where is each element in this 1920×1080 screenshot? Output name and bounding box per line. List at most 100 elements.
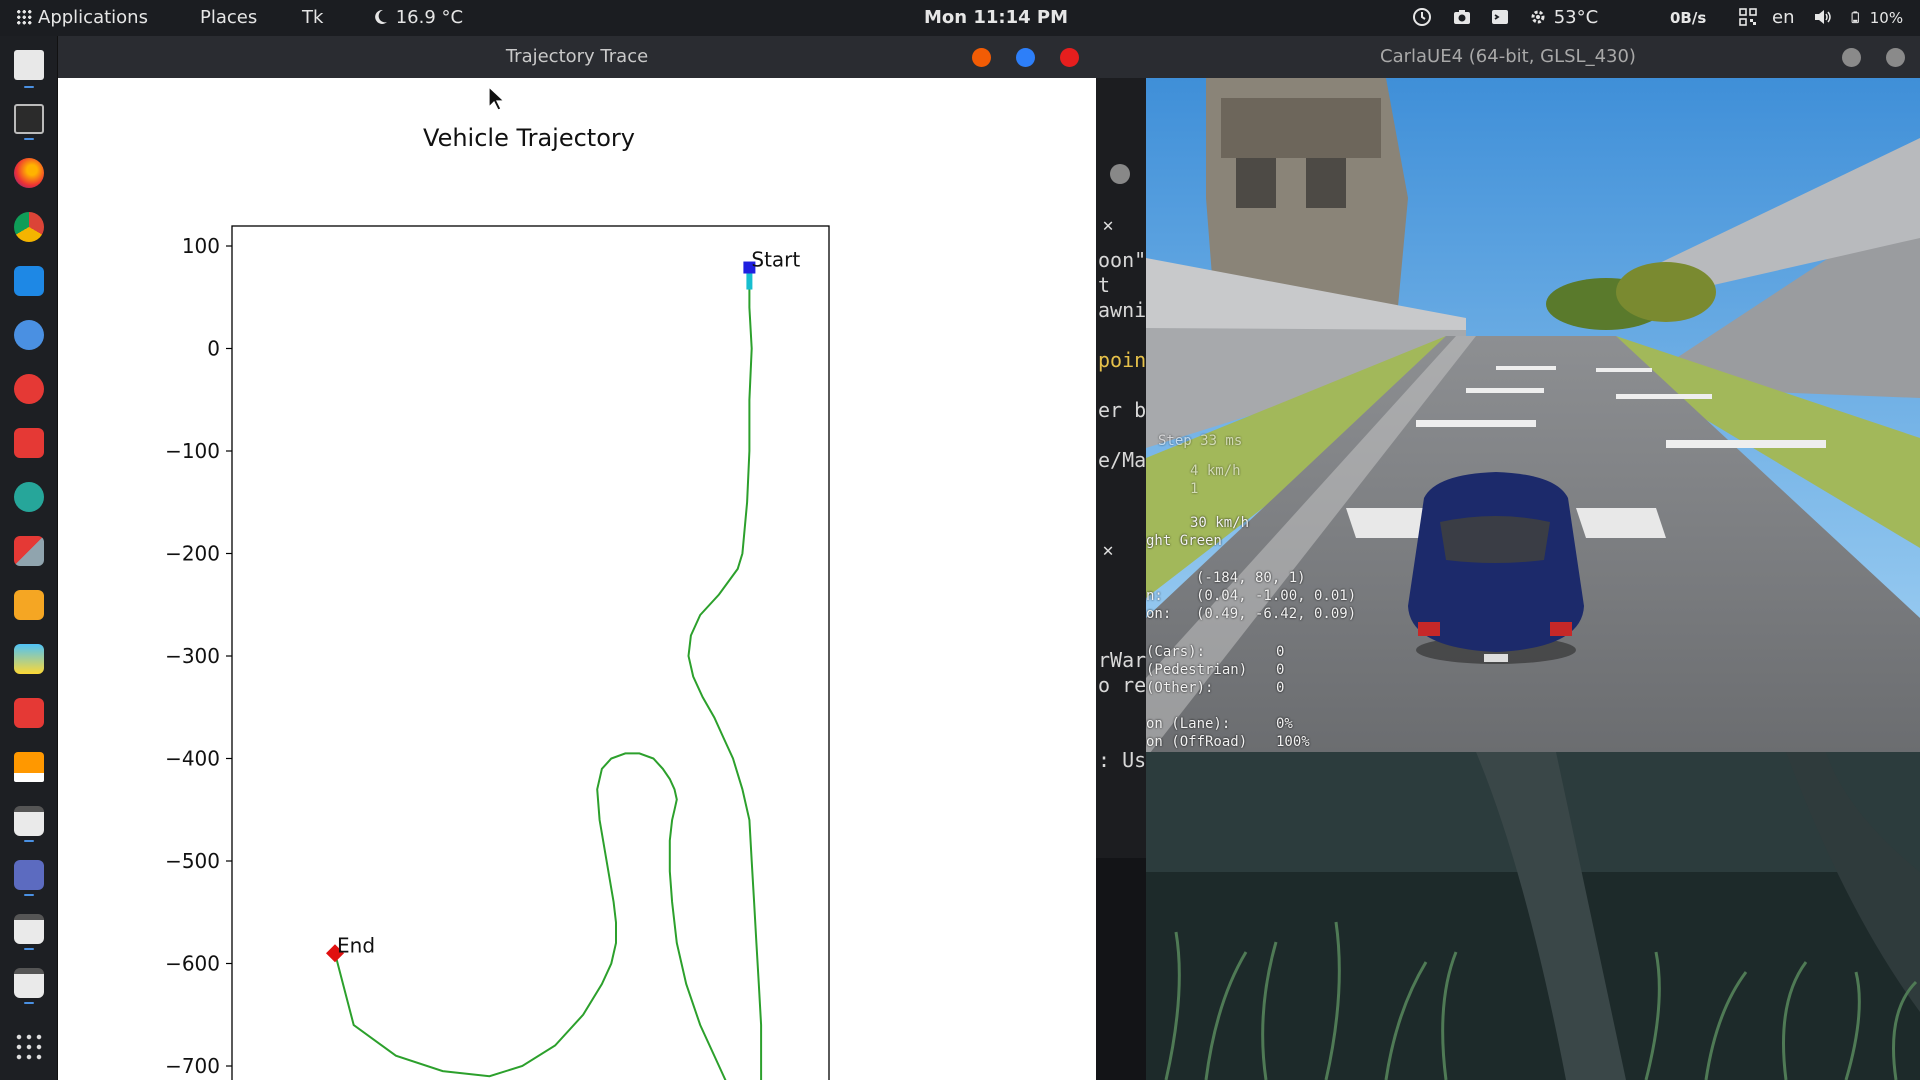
terminal-line: o re — [1098, 673, 1147, 697]
minimize-button[interactable] — [972, 48, 991, 67]
mouse-cursor-icon — [488, 86, 506, 111]
circle-button[interactable] — [1110, 164, 1130, 184]
clock-tray[interactable] — [1412, 0, 1432, 36]
vlc-icon[interactable] — [14, 752, 44, 782]
hud-accel-label: n: — [1146, 588, 1163, 604]
camera-icon — [1454, 10, 1470, 24]
applications-menu[interactable]: Applications — [16, 0, 148, 36]
running-indicator — [24, 948, 34, 950]
volume-tray[interactable] — [1812, 0, 1832, 36]
moon-icon — [375, 9, 387, 24]
simulation-view — [1146, 78, 1920, 752]
close-icon[interactable]: ✕ — [1102, 215, 1114, 236]
terminal-tray[interactable] — [1490, 0, 1510, 36]
window-title: CarlaUE4 (64-bit, GLSL_430) — [1380, 46, 1636, 67]
workspace-tray[interactable] — [1738, 0, 1758, 36]
background-terminal — [1096, 78, 1146, 858]
hud-location: (-184, 80, 1) — [1196, 570, 1306, 586]
terminal-line: t — [1098, 273, 1111, 297]
hud-traffic-light: ght Green — [1146, 533, 1222, 549]
hud-coll-ped-value: 0 — [1276, 662, 1285, 678]
close-icon[interactable]: ✕ — [1102, 540, 1114, 561]
apps-grid-icon — [16, 9, 32, 25]
hud-coll-other: (Other): — [1146, 680, 1214, 696]
clock-icon — [1413, 8, 1431, 26]
running-indicator — [24, 894, 34, 896]
y-tick-label: 0 — [207, 337, 220, 361]
hud-lane: on (Lane): — [1146, 716, 1231, 732]
pdf-reader-icon[interactable] — [14, 698, 44, 728]
gimp-icon[interactable] — [14, 590, 44, 620]
y-tick-label: −300 — [165, 644, 220, 668]
y-tick-label: −400 — [165, 747, 220, 771]
battery-level: 10% — [1869, 9, 1904, 27]
qr-icon — [1739, 8, 1757, 26]
tk-menu[interactable]: Tk — [302, 7, 324, 28]
ego-vehicle — [1408, 472, 1584, 664]
running-indicator — [24, 1002, 34, 1004]
hud-lane-value: 0% — [1276, 716, 1293, 732]
carla-window: CarlaUE4 (64-bit, GLSL_430) ✕ oon" t awn… — [1096, 36, 1920, 1080]
y-axis: 100 0 −100 −200 −300 −400 −500 −600 −700 — [165, 234, 232, 1078]
carla-titlebar[interactable]: CarlaUE4 (64-bit, GLSL_430) — [1096, 36, 1920, 78]
image-viewer-icon[interactable] — [14, 644, 44, 674]
start-marker — [743, 261, 756, 274]
launcher-icon[interactable] — [14, 374, 44, 404]
places-menu[interactable]: Places — [200, 7, 258, 28]
chrome-icon[interactable] — [14, 212, 44, 242]
battery-icon — [1851, 11, 1859, 24]
circle-app-icon[interactable] — [14, 482, 44, 512]
maximize-button[interactable] — [1886, 48, 1905, 67]
start-heading-marker — [746, 273, 753, 290]
hud-gyro: (0.49, -6.42, 0.09) — [1196, 606, 1357, 622]
hud-coll-other-value: 0 — [1276, 680, 1285, 696]
screenshot-tray[interactable] — [1452, 0, 1472, 36]
hud-coll-ped: (Pedestrian) — [1146, 662, 1248, 678]
dock — [0, 36, 58, 1080]
terminal-icon — [1492, 10, 1508, 24]
battery-tray[interactable]: 10% — [1850, 0, 1903, 36]
y-tick-label: 100 — [182, 234, 220, 258]
terminal-line: oon" — [1098, 248, 1147, 272]
monitor-icon[interactable] — [14, 320, 44, 350]
show-apps-icon[interactable] — [14, 1032, 44, 1062]
calculator-icon[interactable] — [14, 536, 44, 566]
y-tick-label: −100 — [165, 439, 220, 463]
close-button[interactable] — [1060, 48, 1079, 67]
remote-desktop-icon[interactable] — [14, 860, 44, 890]
speaker-icon — [1815, 10, 1831, 24]
terminal-app-icon[interactable] — [14, 104, 44, 134]
net-speed[interactable]: 0B/s — [1670, 9, 1707, 27]
maximize-button[interactable] — [1016, 48, 1035, 67]
terminal-text: ✕ oon" t awni poin er b e/Ma ✕ rWar o re… — [1096, 78, 1148, 858]
settings-app-icon[interactable] — [14, 428, 44, 458]
hud-offroad-value: 100% — [1276, 734, 1310, 750]
cpu-temp: 53°C — [1553, 7, 1599, 28]
firefox-icon[interactable] — [14, 158, 44, 188]
running-indicator — [24, 840, 34, 842]
plot-axes — [231, 225, 830, 1080]
terminal-line: : Us — [1098, 748, 1147, 772]
weather-temp: 16.9 °C — [395, 7, 464, 28]
window-app-icon[interactable] — [14, 914, 44, 944]
hud-speed-limit: 30 km/h — [1190, 515, 1250, 531]
temperature-tray[interactable]: 53°C — [1528, 0, 1598, 36]
terminal-line: awni — [1098, 298, 1147, 322]
terminal-line: poin — [1098, 348, 1147, 372]
files-icon[interactable] — [14, 50, 44, 80]
trajectory-titlebar[interactable]: Trajectory Trace — [58, 36, 1096, 78]
window-app-icon[interactable] — [14, 968, 44, 998]
minimize-button[interactable] — [1842, 48, 1861, 67]
clock[interactable]: Mon 11:14 PM — [924, 7, 1069, 28]
weather-indicator[interactable]: 16.9 °C — [370, 0, 463, 36]
start-label: Start — [751, 248, 800, 272]
trajectory-plot: Vehicle Trajectory 100 0 −100 −200 −300 −400 −… — [165, 124, 830, 1080]
top-panel: Applications Places Tk 16.9 °C Mon 11:14… — [0, 0, 1920, 36]
y-tick-label: −500 — [165, 849, 220, 873]
hud-speed: 4 km/h — [1190, 463, 1241, 479]
language-tray[interactable]: en — [1772, 7, 1795, 28]
window-app-icon[interactable] — [14, 806, 44, 836]
y-tick-label: −700 — [165, 1054, 220, 1078]
vscode-icon[interactable] — [14, 266, 44, 296]
trajectory-window: Trajectory Trace Vehicle Trajectory 100 0… — [58, 36, 1096, 1080]
